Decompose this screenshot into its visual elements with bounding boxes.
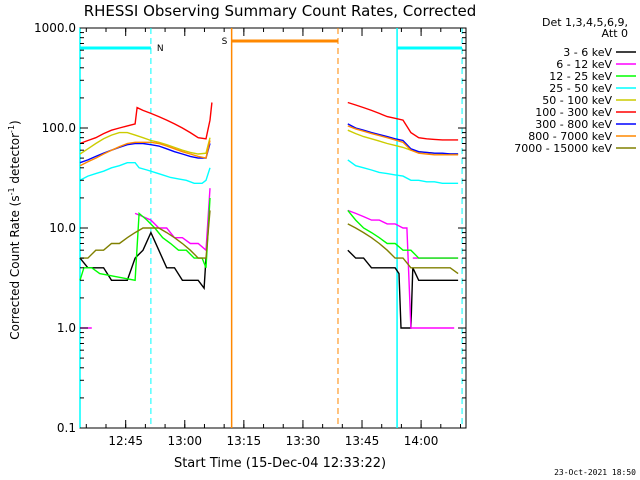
ylabel-main: Corrected Count Rate (s [8,195,22,339]
chart-title: RHESSI Observing Summary Count Rates, Co… [84,2,477,20]
marker-label: S [222,37,228,47]
legend-label: 25 - 50 keV [549,82,612,95]
legend-header: Att 0 [602,27,628,40]
legend-label: 3 - 6 keV [563,46,612,59]
x-tick-label: 13:00 [167,434,202,448]
y-tick-label: 100.0 [42,121,76,135]
series-line [79,125,459,167]
x-tick-label: 13:45 [345,434,380,448]
ylabel-end: ) [8,120,22,125]
footer-timestamp: 23-Oct-2021 18:50 [554,468,636,477]
ylabel-sup2: -1 [7,125,16,133]
y-tick-label: 1000.0 [34,21,76,35]
axes: 0.1 1.0 10.0 100.0 1000.0 12:45 13:00 13:15 13:3… [34,21,466,448]
series-line [79,123,459,164]
x-axis-label: Start Time (15-Dec-04 12:33:22) [174,456,386,471]
legend-label: 6 - 12 keV [556,58,612,71]
y-tick-label: 10.0 [49,221,76,235]
ylabel-mid: detector [8,133,22,188]
legend-header: Det 1,3,4,5,6,9, [542,16,628,29]
series-line [79,197,459,282]
x-tick-label: 13:15 [227,434,262,448]
legend-label: 12 - 25 keV [549,70,612,83]
marker-label: N [157,44,164,54]
y-tick-label: 0.1 [57,421,76,435]
x-tick-label: 14:00 [404,434,439,448]
legend-label: 7000 - 15000 keV [514,142,612,155]
series-line [79,230,459,329]
series-line [80,210,459,275]
legend-label: 800 - 7000 keV [528,130,612,143]
legend-label: 100 - 300 keV [535,106,612,119]
series-line [79,101,459,145]
series-line [79,159,459,184]
y-axis-label: Corrected Count Rate (s-1 detector-1) [7,120,22,339]
series-lines [79,101,459,329]
y-tick-label: 1.0 [57,321,76,335]
x-tick-label: 13:30 [286,434,321,448]
legend-label: 300 - 800 keV [535,118,612,131]
ylabel-sup1: -1 [7,187,16,195]
legend-label: 50 - 100 keV [542,94,612,107]
x-tick-label: 12:45 [108,434,143,448]
